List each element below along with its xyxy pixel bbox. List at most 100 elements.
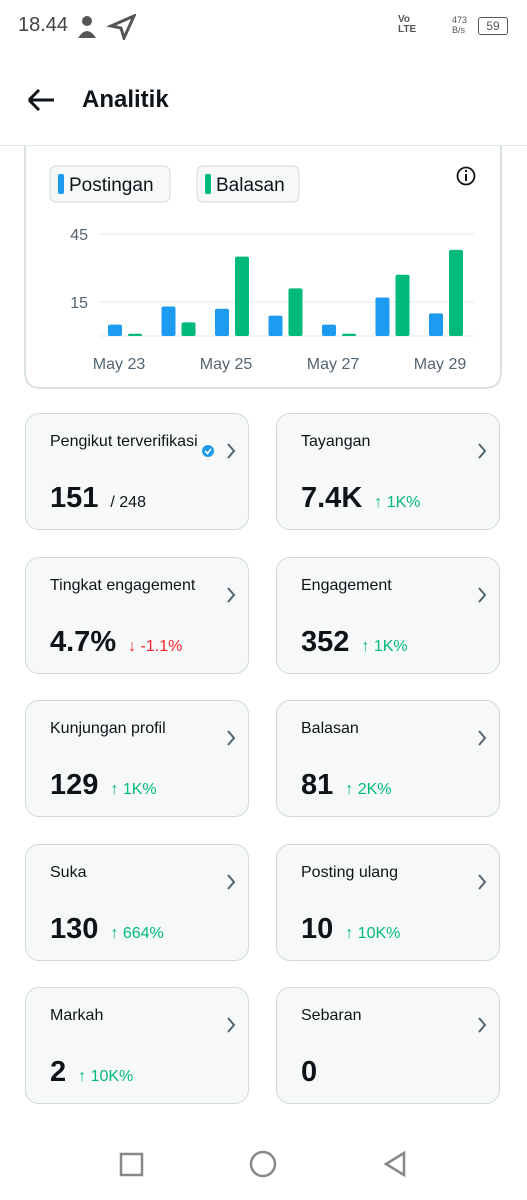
y-tick-label: 45 [70, 227, 88, 244]
stat-card[interactable]: Markah 2 ↑ 10K% [25, 987, 249, 1104]
card-value: 81 ↑ 2K% [301, 769, 392, 802]
card-label: Tingkat engagement [50, 576, 196, 594]
card-label: Tayangan [301, 433, 371, 450]
bar [108, 324, 122, 336]
bar [395, 274, 410, 336]
card-value: 0 [301, 1056, 317, 1089]
value-text: 2 [50, 1056, 67, 1088]
network: Vo LTE [398, 14, 417, 35]
card-label: Suka [50, 863, 87, 881]
chevron [478, 873, 487, 890]
card-label: Sebaran [301, 1007, 362, 1024]
recent-button[interactable] [119, 1152, 144, 1177]
value-text: 151 [50, 482, 99, 514]
chevron [227, 586, 236, 603]
card-label: Engagement [301, 576, 392, 594]
chevron [478, 730, 487, 746]
card-change: ↑ 1K% [374, 494, 421, 511]
home-button[interactable] [249, 1150, 277, 1178]
legend-label: Balasan [216, 175, 285, 196]
card-label: Balasan [301, 720, 359, 737]
title: Analitik [82, 86, 169, 113]
value-text: 352 [301, 625, 350, 658]
card-label: Markah [50, 1007, 104, 1024]
info-icon[interactable] [456, 166, 476, 186]
status-icons [78, 14, 136, 40]
battery: 59 [478, 17, 508, 35]
value-text: 130 [50, 912, 99, 945]
back-button[interactable] [26, 86, 56, 114]
card-label: Kunjungan profil [50, 720, 166, 737]
card-value: 10 ↑ 10K% [301, 913, 400, 946]
bar [128, 333, 142, 336]
back-nav-button[interactable] [383, 1150, 406, 1178]
bar [342, 333, 356, 336]
bar [322, 324, 336, 336]
stat-card[interactable]: Tingkat engagement 4.7% ↓ -1.1% [25, 556, 249, 674]
bar [215, 308, 229, 336]
bar [235, 256, 249, 336]
stat-card[interactable]: Suka 130 ↑ 664% [25, 843, 249, 961]
divider [0, 145, 527, 146]
time: 18.44 [18, 14, 69, 36]
card-value: 2 ↑ 10K% [50, 1056, 133, 1089]
bar [288, 288, 303, 336]
bar [375, 297, 390, 336]
stat-card[interactable]: Pengikut terverifikasi 151 / 248 [25, 413, 249, 530]
card-value: 129 ↑ 1K% [50, 769, 157, 802]
legend-swatch [58, 174, 64, 194]
card-value: 352 ↑ 1K% [301, 626, 408, 659]
speed: 473 B/s [452, 15, 468, 35]
stat-card[interactable]: Engagement 352 ↑ 1K% [276, 556, 500, 674]
card-change: ↑ 10K% [345, 924, 401, 942]
chevron [478, 443, 487, 459]
bar [429, 313, 443, 336]
value-text: 0 [301, 1056, 318, 1088]
stat-card[interactable]: Tayangan 7.4K ↑ 1K% [276, 413, 500, 530]
chevron [478, 586, 487, 603]
card-change: ↓ -1.1% [128, 637, 183, 655]
card-change: / 248 [110, 494, 146, 511]
card-change: ↑ 2K% [345, 781, 392, 798]
x-tick-label: May 27 [307, 356, 360, 373]
chevron [202, 443, 236, 459]
value-text: 81 [301, 769, 334, 801]
card-change: ↑ 664% [110, 924, 164, 942]
bar [181, 322, 196, 336]
legend-label: Postingan [69, 175, 154, 196]
chevron [227, 873, 236, 890]
legend-chip [196, 165, 300, 203]
legend-chip [49, 165, 171, 203]
card-value: 130 ↑ 664% [50, 913, 164, 946]
card-value: 7.4K ↑ 1K% [301, 482, 421, 515]
value-text: 4.7% [50, 625, 117, 658]
x-tick-label: May 25 [200, 356, 253, 373]
value-text: 10 [301, 912, 334, 945]
stat-card[interactable]: Sebaran 0 [276, 987, 500, 1104]
card-label: Pengikut terverifikasi [50, 433, 198, 450]
chart: Postingan Balasan 15 45 May 23 May 25 May 27 Ma… [24, 146, 502, 389]
card-change: ↑ 1K% [361, 637, 408, 655]
stat-card[interactable]: Posting ulang 10 ↑ 10K% [276, 843, 500, 961]
x-tick-label: May 23 [93, 356, 146, 373]
card-value: 151 / 248 [50, 482, 146, 515]
stat-card[interactable]: Balasan 81 ↑ 2K% [276, 700, 500, 817]
card-label: Posting ulang [301, 863, 398, 881]
x-tick-label: May 29 [414, 356, 467, 373]
bar [161, 306, 176, 336]
legend-swatch [205, 174, 211, 194]
value-text: 129 [50, 769, 99, 801]
bar [449, 249, 463, 336]
chevron [227, 730, 236, 746]
chevron [478, 1017, 487, 1033]
nav-bar [119, 1150, 406, 1178]
stat-card[interactable]: Kunjungan profil 129 ↑ 1K% [25, 700, 249, 817]
bar [268, 315, 283, 336]
card-change: ↑ 1K% [110, 781, 157, 798]
chevron [227, 1017, 236, 1033]
card-value: 4.7% ↓ -1.1% [50, 626, 182, 659]
card-change: ↑ 10K% [78, 1068, 134, 1085]
y-tick-label: 15 [70, 295, 88, 312]
value-text: 7.4K [301, 482, 363, 514]
